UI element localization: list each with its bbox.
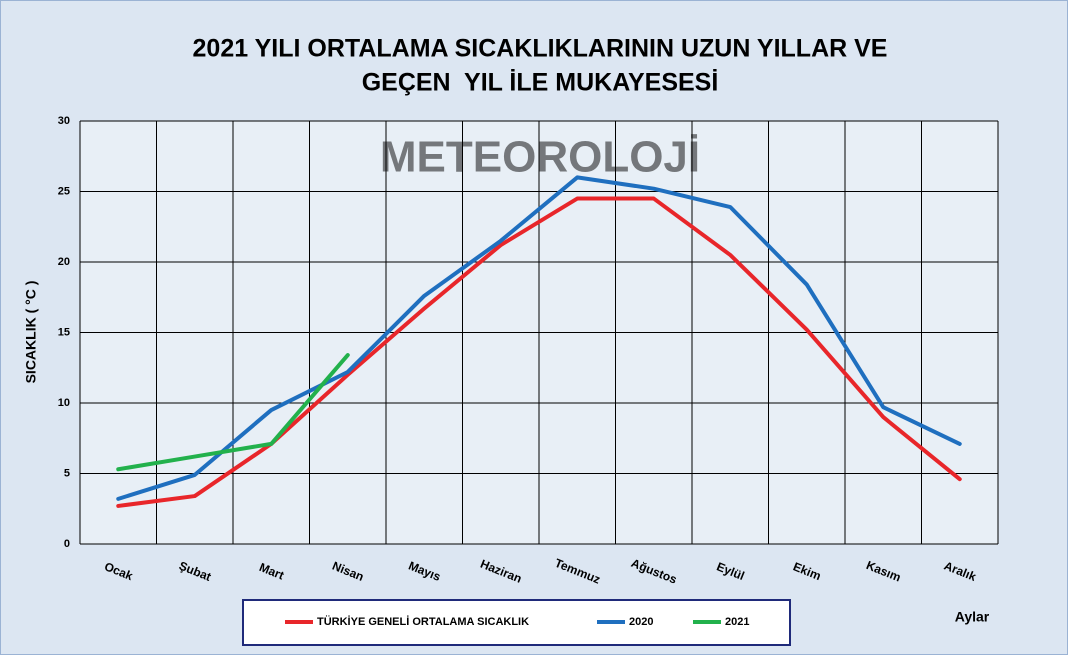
y-tick-label: 0 bbox=[64, 538, 70, 550]
y-tick-label: 10 bbox=[58, 397, 70, 409]
x-axis-label: Aylar bbox=[955, 609, 990, 625]
legend-label: 2020 bbox=[629, 616, 653, 628]
y-tick-label: 5 bbox=[64, 467, 70, 479]
legend-label: 2021 bbox=[725, 616, 749, 628]
series-line bbox=[116, 175, 962, 501]
y-tick-label: 20 bbox=[58, 256, 70, 268]
legend-label: TÜRKİYE GENELİ ORTALAMA SICAKLIK bbox=[317, 615, 529, 628]
series-line bbox=[116, 196, 962, 508]
y-tick-label: 30 bbox=[58, 115, 70, 127]
y-tick-label: 15 bbox=[58, 326, 70, 338]
series-line bbox=[116, 353, 350, 472]
chart-title: GEÇEN YIL İLE MUKAYESESİ bbox=[362, 69, 719, 97]
y-axis-label: SICAKLIK ( °C ) bbox=[23, 281, 39, 384]
y-tick-label: 25 bbox=[58, 185, 70, 197]
watermark: METEOROLOJİ bbox=[380, 133, 700, 182]
chart-title: 2021 YILI ORTALAMA SICAKLIKLARININ UZUN … bbox=[193, 35, 888, 63]
